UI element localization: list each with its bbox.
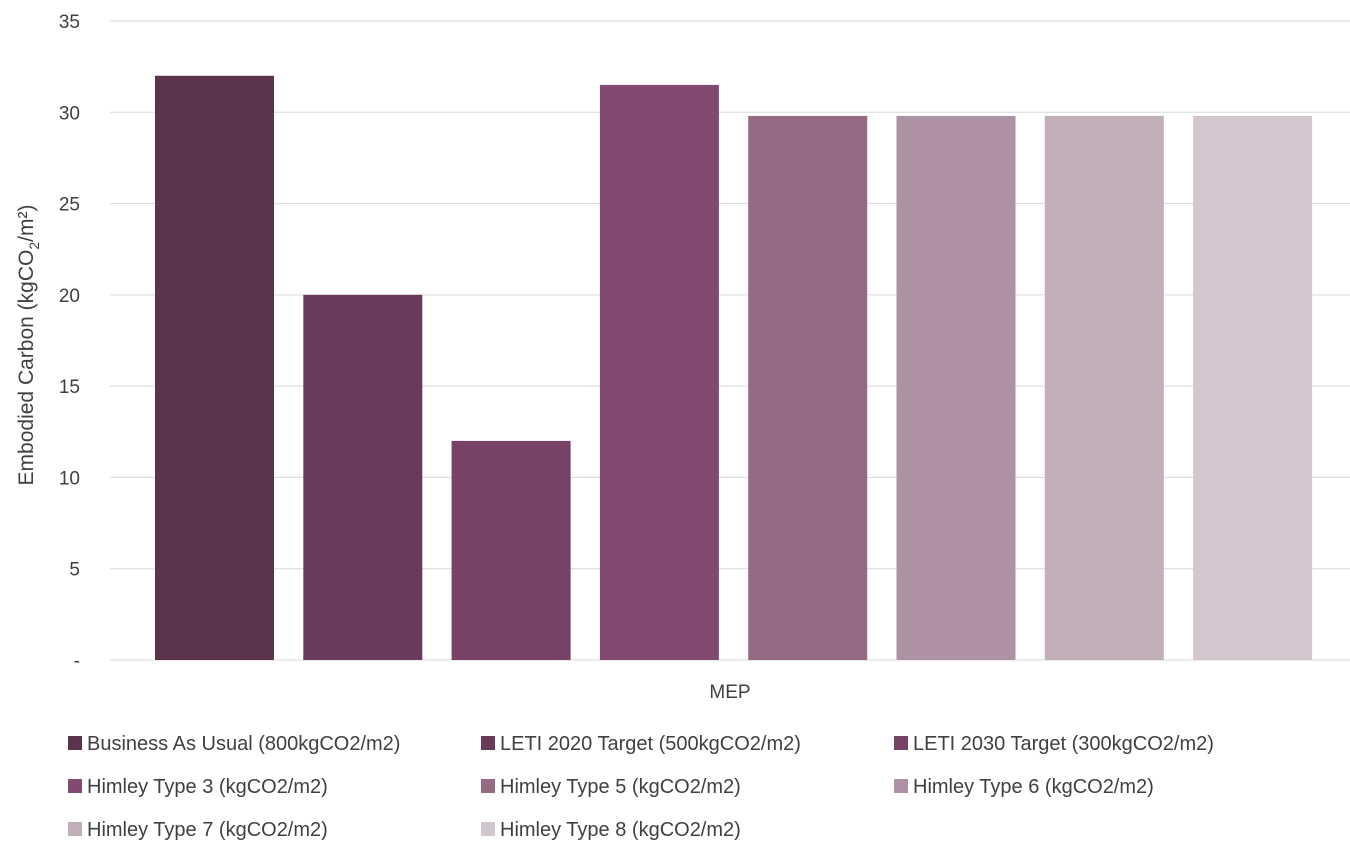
bar [748, 115, 868, 661]
legend-label: Himley Type 8 (kgCO2/m2) [500, 819, 741, 841]
legend-swatch [481, 779, 495, 793]
bar [1193, 115, 1313, 661]
y-tick-label: 15 [59, 377, 80, 398]
legend-swatch [68, 822, 82, 836]
y-tick-label: 30 [59, 103, 80, 124]
legend-label: Himley Type 7 (kgCO2/m2) [87, 819, 328, 841]
bar [896, 115, 1016, 661]
legend-label: Himley Type 6 (kgCO2/m2) [913, 776, 1154, 798]
y-axis-title-main: Embodied Carbon (kgCO [15, 250, 38, 486]
legend-swatch [68, 736, 82, 750]
x-axis-categories: MEP [709, 682, 750, 703]
bar [1044, 115, 1164, 661]
legend-swatch [68, 779, 82, 793]
legend-swatch [481, 822, 495, 836]
y-tick-label: 5 [69, 560, 80, 581]
legend-swatch [481, 736, 495, 750]
y-tick-label: 20 [59, 286, 80, 307]
y-axis-title-subscript: 2 [26, 242, 42, 250]
legend-swatch [894, 779, 908, 793]
bars [155, 75, 1313, 661]
bar [303, 294, 423, 660]
legend-label: LETI 2030 Target (300kgCO2/m2) [913, 733, 1214, 755]
y-tick-label: 10 [59, 468, 80, 489]
legend-label: LETI 2020 Target (500kgCO2/m2) [500, 733, 801, 755]
gridlines [110, 20, 1350, 661]
y-axis-title-unit: /m²) [15, 205, 38, 242]
y-axis-title: Embodied Carbon (kgCO2/m²) [15, 205, 42, 486]
bar [599, 84, 719, 660]
x-category-label: MEP [709, 682, 750, 703]
bar [155, 75, 274, 661]
legend-label: Himley Type 3 (kgCO2/m2) [87, 776, 328, 798]
y-axis-ticks: - 5 10 15 20 25 30 35 [59, 12, 80, 672]
y-tick-label: - [74, 651, 80, 672]
legend-label: Himley Type 5 (kgCO2/m2) [500, 776, 741, 798]
y-tick-label: 35 [59, 12, 80, 33]
y-tick-label: 25 [59, 195, 80, 216]
bar [451, 440, 571, 660]
legend-label: Business As Usual (800kgCO2/m2) [87, 733, 400, 755]
legend: Business As Usual (800kgCO2/m2) LETI 2020… [68, 733, 1214, 841]
legend-swatch [894, 736, 908, 750]
